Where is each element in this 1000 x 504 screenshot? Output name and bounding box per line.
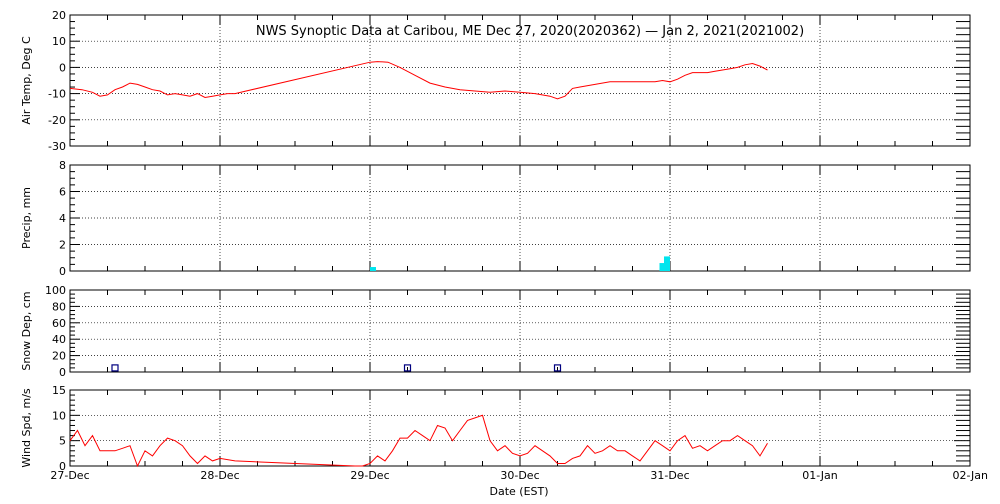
precip-frame (69, 164, 971, 272)
snow-depth-frame (69, 289, 971, 373)
air-temp-frame (69, 14, 971, 147)
y-tick-label: -20 (48, 114, 66, 127)
x-tick-label: 30-Dec (500, 469, 539, 482)
precip-panel: 8 6 4 2 0 Precip, mm (20, 159, 971, 278)
precip-bar (659, 263, 666, 271)
y-tick-label: 6 (59, 186, 66, 199)
snow-depth-point (403, 364, 412, 372)
precip-bar (370, 267, 376, 271)
y-axis-label: Wind Spd, m/s (20, 388, 33, 468)
x-tick-label: 01-Jan (802, 469, 838, 482)
y-tick-label: 40 (52, 333, 66, 346)
x-tick-label: 28-Dec (200, 469, 239, 482)
x-tick-label: 29-Dec (350, 469, 389, 482)
snow-depth-point (111, 364, 119, 372)
y-axis-label: Precip, mm (20, 187, 33, 249)
y-tick-label: 10 (52, 409, 66, 422)
y-tick-label: 15 (52, 384, 66, 397)
y-axis-label: Snow Dep, cm (20, 291, 33, 370)
y-tick-label: 0 (59, 366, 66, 379)
y-tick-label: 0 (59, 460, 66, 473)
snow-depth-panel: 100 80 60 40 20 0 Snow Dep, cm (20, 284, 971, 379)
y-tick-label: 8 (59, 159, 66, 172)
air-temp-panel: 20 10 0 -10 -20 -30 Air Temp, Deg C (20, 9, 971, 153)
snow-depth-point (553, 364, 562, 372)
y-tick-label: 0 (59, 265, 66, 278)
y-tick-label: 5 (59, 435, 66, 448)
y-tick-label: 10 (52, 35, 66, 48)
wind-speed-series-line (69, 414, 768, 468)
x-tick-label: 02-Jan (952, 469, 988, 482)
chart-title: NWS Synoptic Data at Caribou, ME Dec 27,… (256, 24, 804, 39)
y-tick-label: 20 (52, 9, 66, 22)
air-temp-series-line (69, 61, 768, 100)
y-tick-label: -10 (48, 88, 66, 101)
y-tick-label: 4 (59, 212, 66, 225)
wind-speed-panel: 15 10 5 0 Wind Spd, m/s 27-Dec 28-Dec 29-Dec 30-… (20, 384, 988, 482)
y-tick-label: 0 (59, 61, 66, 74)
x-axis-label: Date (EST) (489, 485, 548, 498)
x-tick-label: 31-Dec (650, 469, 689, 482)
y-tick-label: 80 (52, 300, 66, 313)
x-tick-label: 27-Dec (50, 469, 89, 482)
precip-bar (664, 256, 670, 271)
wind-speed-frame (69, 389, 971, 467)
y-axis-label: Air Temp, Deg C (20, 36, 33, 125)
y-tick-label: 60 (52, 317, 66, 330)
y-tick-label: 20 (52, 350, 66, 363)
y-tick-label: 100 (45, 284, 66, 297)
y-tick-label: -30 (48, 140, 66, 153)
y-tick-label: 2 (59, 239, 66, 252)
